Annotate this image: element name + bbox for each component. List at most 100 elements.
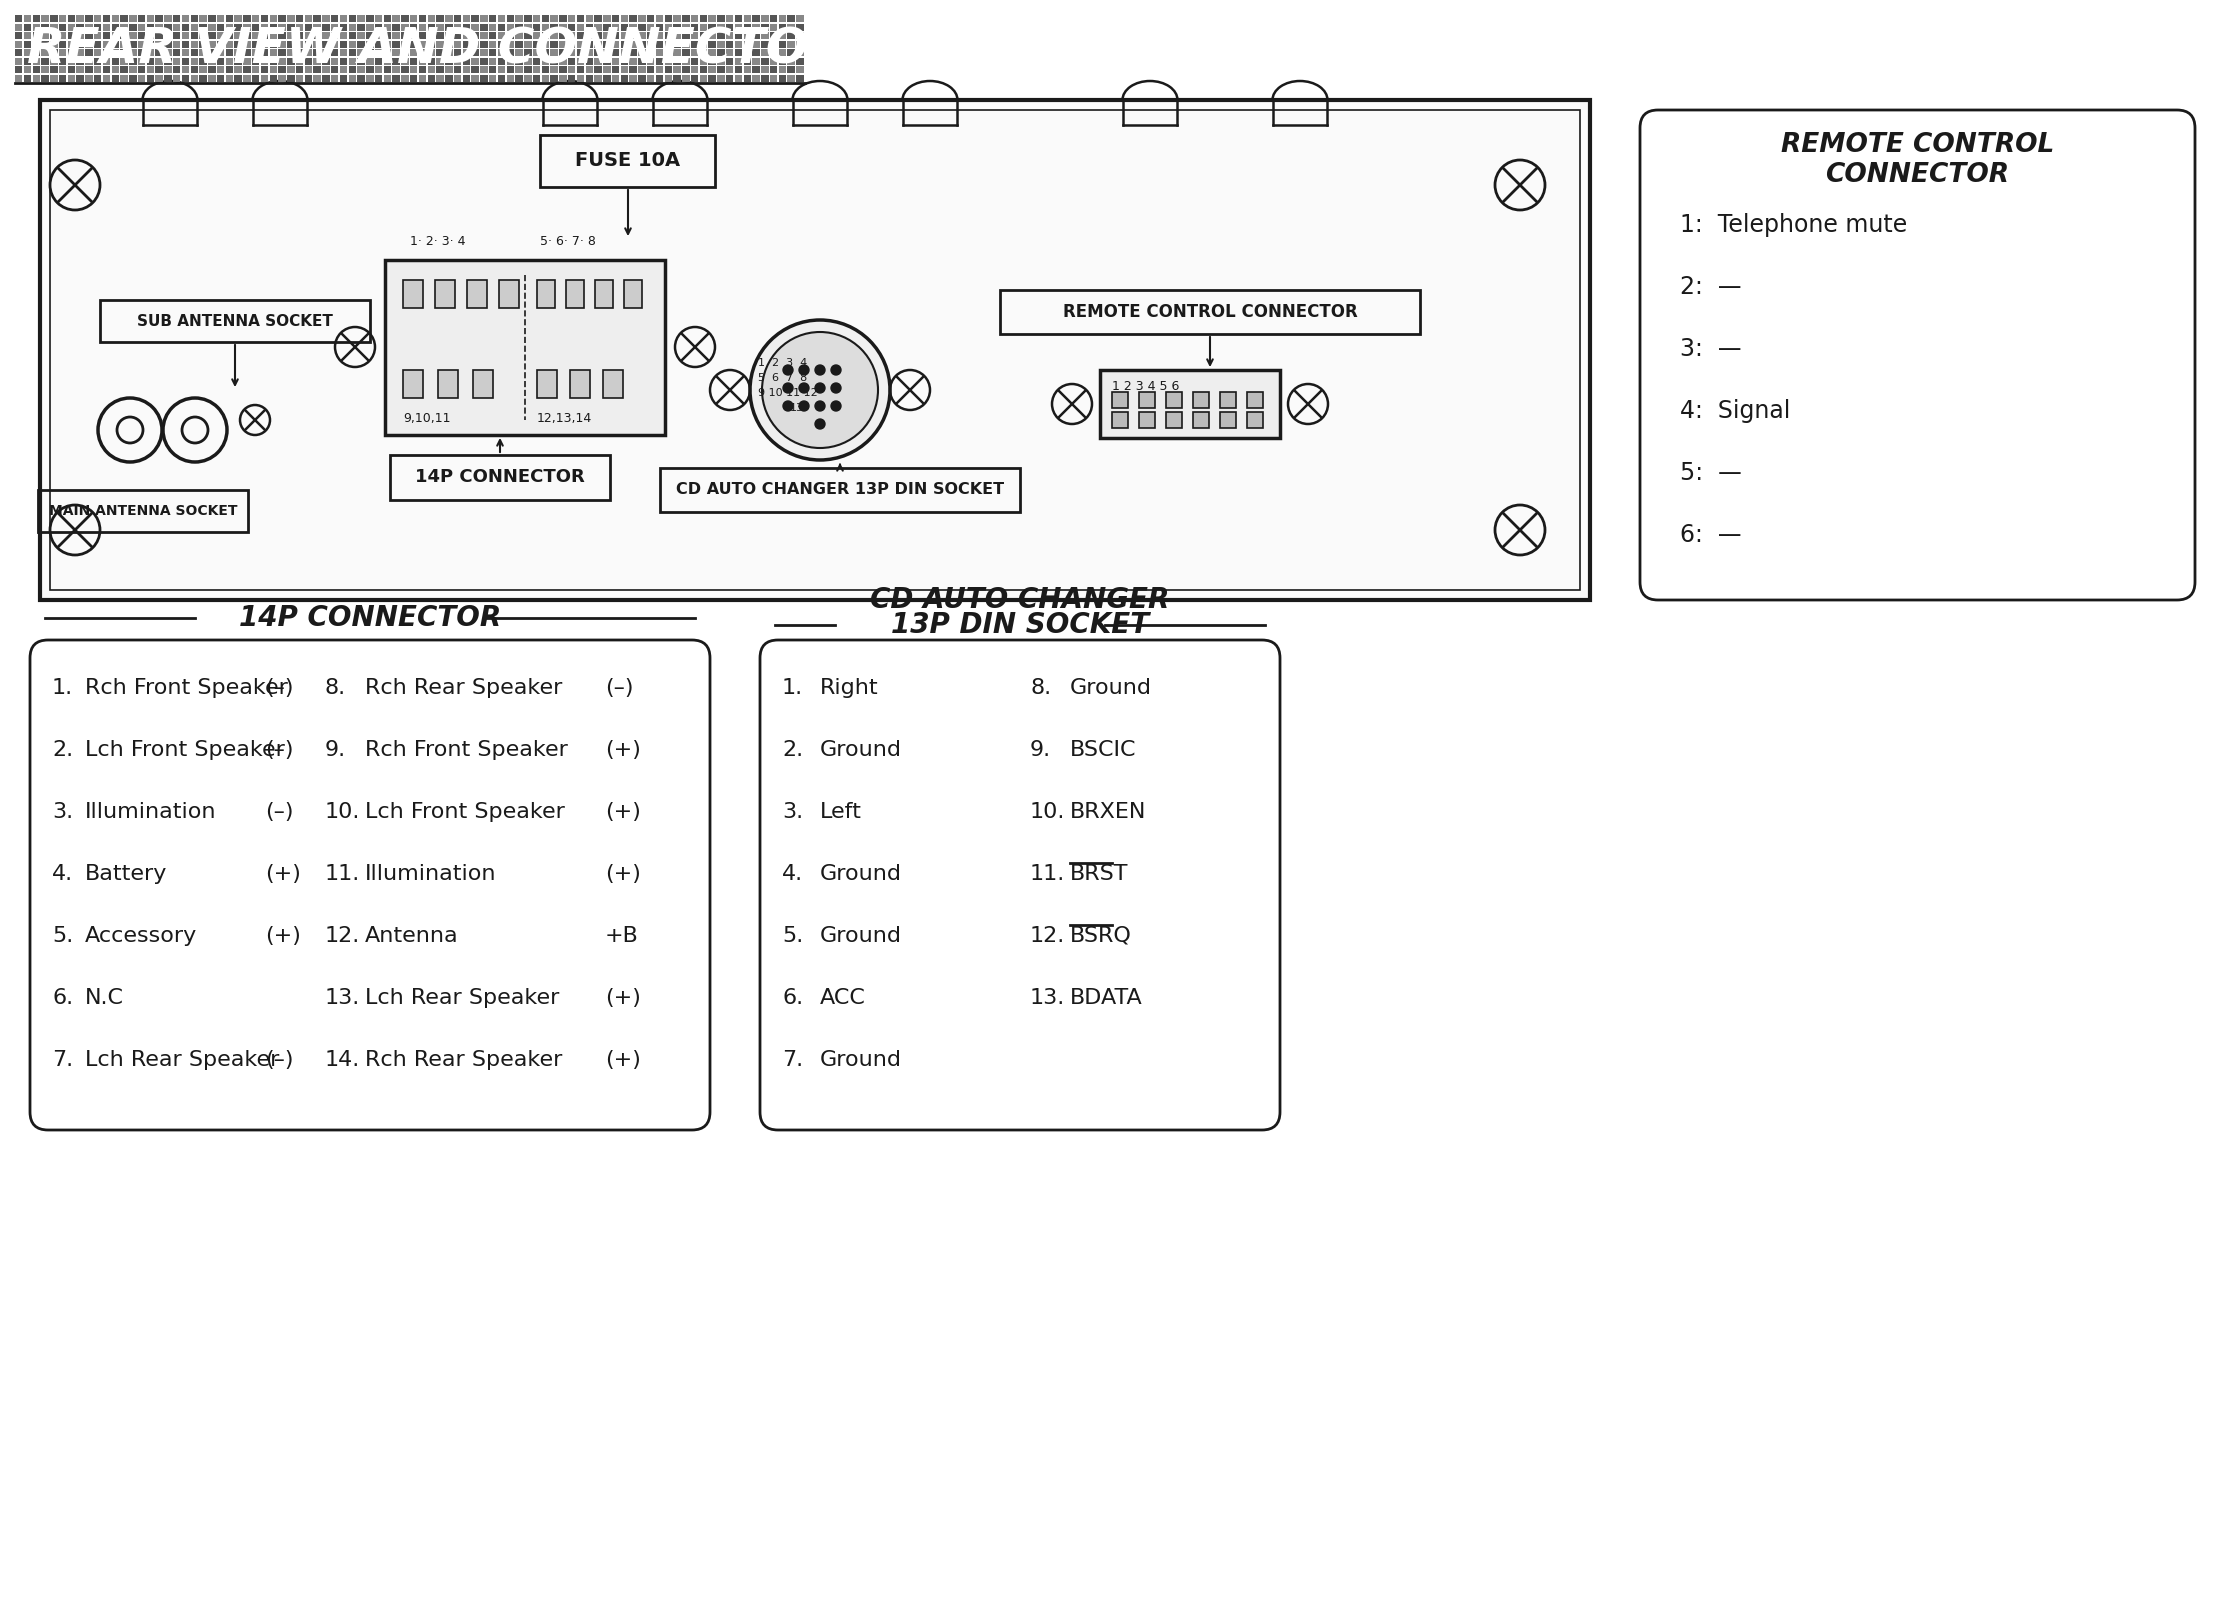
Bar [716,32,725,39]
Bar [85,57,93,65]
Bar [665,32,672,39]
Bar [779,15,785,23]
Bar [367,66,374,73]
Bar [243,40,251,47]
Bar [1219,411,1237,428]
Bar [374,75,383,81]
Bar [445,40,452,47]
Text: +B: +B [605,927,639,946]
Bar [516,66,523,73]
Bar [409,57,418,65]
Bar [525,75,532,81]
Bar [225,75,234,81]
Bar [51,66,58,73]
Bar [761,15,768,23]
Bar [374,66,383,73]
Bar [621,40,627,47]
Bar [314,40,320,47]
Bar [251,49,260,57]
Circle shape [814,420,825,429]
Bar [612,32,619,39]
Bar [550,32,558,39]
Bar [630,32,636,39]
Bar [692,57,699,65]
Bar [216,32,225,39]
Bar [102,57,111,65]
Text: 1.: 1. [781,679,803,698]
Bar [102,66,111,73]
Bar [779,24,785,31]
Bar [612,15,619,23]
Bar [358,15,365,23]
Circle shape [783,364,792,374]
Bar [716,49,725,57]
Bar [567,66,576,73]
Bar [76,24,85,31]
Bar [138,57,145,65]
Bar [403,369,423,399]
Bar [392,32,400,39]
Bar [445,49,452,57]
Bar [472,15,478,23]
Text: CONNECTOR: CONNECTOR [1824,162,2009,188]
Bar [734,15,743,23]
Bar [418,15,427,23]
Bar [576,15,585,23]
Text: 4:  Signal: 4: Signal [1680,399,1791,423]
Bar [550,40,558,47]
Bar [323,49,329,57]
Bar [621,32,627,39]
Bar [182,32,189,39]
Bar [418,32,427,39]
Bar [699,75,708,81]
Bar [296,15,303,23]
Bar [314,75,320,81]
Bar [174,32,180,39]
Bar [418,40,427,47]
Text: Illumination: Illumination [85,802,216,821]
Bar [209,66,216,73]
Bar [797,57,803,65]
Bar [436,24,443,31]
Bar [797,24,803,31]
Bar [454,40,461,47]
Bar [445,75,452,81]
Bar [191,15,198,23]
Bar [33,66,40,73]
Bar [534,75,541,81]
Bar [656,66,663,73]
Bar [725,57,734,65]
Text: (–): (–) [265,1050,294,1069]
Bar [647,15,654,23]
Bar [454,15,461,23]
Bar [24,66,31,73]
Bar [567,57,576,65]
Text: Accessory: Accessory [85,927,198,946]
Bar [603,40,610,47]
Bar [191,49,198,57]
Bar [305,40,312,47]
Text: 13.: 13. [1030,988,1066,1008]
Bar [498,57,505,65]
Bar [674,15,681,23]
Bar [661,468,1019,512]
Bar [647,24,654,31]
Bar [699,57,708,65]
Bar [76,32,85,39]
Bar [129,75,136,81]
Bar [400,57,409,65]
Bar [42,40,49,47]
Bar [621,66,627,73]
Bar [558,57,567,65]
Bar [76,40,85,47]
Bar [418,24,427,31]
Bar [147,49,154,57]
Bar [374,24,383,31]
Bar [498,49,505,57]
Bar [409,15,418,23]
Bar [436,280,454,308]
Bar [436,66,443,73]
Bar [165,75,171,81]
Bar [558,49,567,57]
Bar [33,75,40,81]
